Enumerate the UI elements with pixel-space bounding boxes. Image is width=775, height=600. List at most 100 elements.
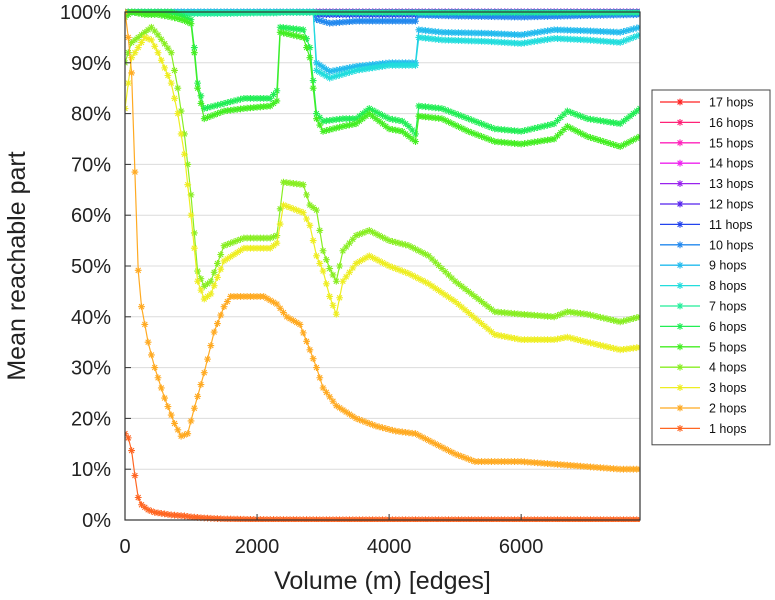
data-point <box>557 334 565 342</box>
data-point <box>322 18 330 26</box>
data-point <box>464 309 472 316</box>
data-point <box>504 333 512 341</box>
data-point <box>389 426 396 434</box>
data-point <box>389 115 396 123</box>
data-point <box>144 35 152 43</box>
data-point <box>266 296 274 304</box>
data-point <box>422 250 429 258</box>
data-point <box>448 295 456 303</box>
data-point <box>478 320 485 327</box>
data-point <box>596 341 604 349</box>
data-point <box>507 334 515 342</box>
data-point <box>204 114 211 121</box>
data-point <box>488 124 495 131</box>
data-point <box>412 430 419 438</box>
data-point <box>362 112 370 120</box>
data-point <box>544 121 551 129</box>
data-point <box>313 115 320 123</box>
data-point <box>395 266 403 274</box>
data-point <box>313 16 320 24</box>
data-point <box>184 181 192 189</box>
data-point <box>441 445 449 453</box>
legend-marker <box>676 221 684 228</box>
data-point <box>309 84 317 92</box>
data-point <box>181 431 188 439</box>
data-point <box>167 49 175 57</box>
data-point <box>313 364 320 371</box>
series-4-hops <box>125 23 640 326</box>
data-point <box>451 450 459 458</box>
data-point <box>316 121 324 129</box>
data-point <box>164 403 172 410</box>
data-point <box>359 256 367 264</box>
series-5-hops <box>125 8 640 151</box>
data-point <box>263 294 271 302</box>
data-point <box>451 110 459 117</box>
data-point <box>349 412 357 420</box>
data-point <box>270 298 277 306</box>
data-point <box>286 315 294 323</box>
data-point <box>474 119 482 126</box>
data-point <box>554 117 561 124</box>
data-point <box>157 56 165 64</box>
data-point <box>560 110 568 118</box>
data-point <box>220 257 228 265</box>
data-point <box>220 303 228 311</box>
data-point <box>230 97 238 105</box>
data-point <box>464 288 472 295</box>
data-point <box>171 9 178 17</box>
data-point <box>217 265 225 273</box>
data-point <box>125 49 132 57</box>
data-point <box>223 255 231 263</box>
data-point <box>557 129 565 137</box>
data-point <box>352 232 360 239</box>
y-tick-label: 90% <box>71 53 111 75</box>
data-point <box>280 309 287 316</box>
data-point <box>303 35 310 43</box>
y-tick-label: 20% <box>71 408 111 430</box>
data-point <box>590 312 598 320</box>
data-point <box>527 125 535 133</box>
legend-item: 14 hops <box>660 157 753 171</box>
data-point <box>445 271 452 279</box>
data-point <box>405 242 413 250</box>
data-point <box>402 268 410 276</box>
data-point <box>270 100 277 107</box>
data-point <box>369 106 376 114</box>
data-point <box>593 341 601 348</box>
data-point <box>342 273 350 281</box>
legend-item: 10 hops <box>660 238 753 252</box>
data-point <box>583 310 591 318</box>
data-point <box>481 134 489 142</box>
data-point <box>346 410 353 418</box>
data-point <box>365 105 373 112</box>
data-point <box>210 328 218 336</box>
data-point <box>181 17 188 25</box>
data-point <box>217 108 225 116</box>
data-point <box>313 206 320 214</box>
data-point <box>626 315 634 323</box>
data-point <box>451 121 459 129</box>
data-point <box>157 11 165 19</box>
data-point <box>554 132 561 140</box>
data-point <box>336 123 343 131</box>
data-point <box>276 205 284 213</box>
data-point <box>606 140 614 147</box>
data-point <box>280 201 287 209</box>
data-point <box>537 123 545 131</box>
data-point <box>620 117 627 125</box>
data-point <box>276 220 284 228</box>
data-point <box>488 328 495 336</box>
data-point <box>633 134 640 142</box>
legend-marker <box>676 241 684 249</box>
data-point <box>583 338 591 346</box>
data-point <box>154 31 162 39</box>
data-point <box>375 117 383 125</box>
data-point <box>332 402 340 410</box>
data-point <box>194 84 202 92</box>
data-point <box>382 235 390 243</box>
legend-item: 8 hops <box>660 279 747 293</box>
data-point <box>316 374 324 382</box>
data-point <box>448 448 456 456</box>
